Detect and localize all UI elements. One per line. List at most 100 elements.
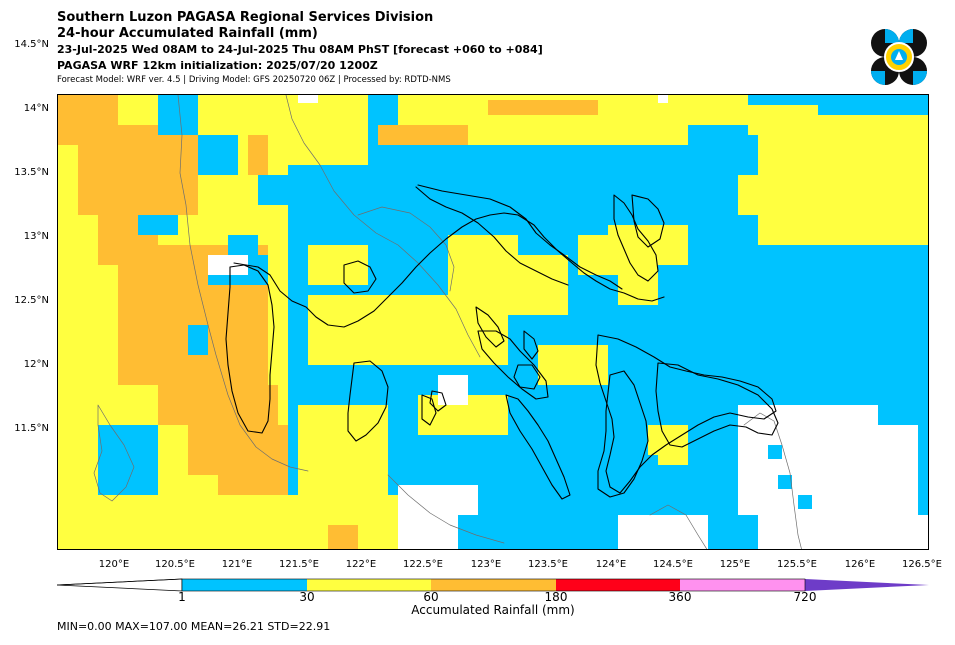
minor-coastline bbox=[357, 206, 455, 292]
coastline-marinduque bbox=[343, 260, 377, 294]
rain-region-moderate bbox=[308, 245, 368, 285]
colorbar-extend bbox=[805, 579, 929, 591]
rain-region-moderate bbox=[288, 95, 368, 165]
rain-region-light bbox=[138, 215, 178, 235]
colorbar-tick: 1 bbox=[178, 590, 186, 604]
coastline-mindoro bbox=[225, 264, 275, 434]
rain-region-heavy bbox=[258, 425, 288, 475]
rain-region-light bbox=[198, 135, 238, 175]
lat-label: 14°N bbox=[23, 103, 49, 114]
forecast-period: 23-Jul-2025 Wed 08AM to 24-Jul-2025 Thu … bbox=[57, 43, 543, 56]
colorbar-segment bbox=[182, 579, 307, 591]
colorbar-segment bbox=[680, 579, 805, 591]
lat-label: 13.5°N bbox=[14, 167, 49, 178]
pagasa-logo bbox=[869, 27, 929, 87]
lat-label: 13°N bbox=[23, 231, 49, 242]
lat-label: 14.5°N bbox=[14, 39, 49, 50]
rain-region-heavy bbox=[78, 125, 198, 215]
model-info: Forecast Model: WRF ver. 4.5 | Driving M… bbox=[57, 75, 451, 85]
minor-coastline bbox=[285, 95, 481, 358]
rain-region-light bbox=[258, 175, 318, 205]
coastline-ticao bbox=[523, 330, 539, 360]
rain-region-none bbox=[658, 525, 698, 549]
rainfall-map bbox=[57, 94, 929, 550]
lat-label: 11.5°N bbox=[14, 423, 49, 434]
lon-label: 126°E bbox=[844, 559, 876, 570]
rain-region-heavy bbox=[338, 535, 358, 549]
rain-region-none bbox=[298, 95, 318, 103]
rain-region-heavy bbox=[488, 100, 598, 115]
coastline-bicol bbox=[417, 184, 623, 290]
coastline-eastern-samar bbox=[655, 362, 779, 448]
rain-region-none bbox=[208, 255, 248, 275]
minor-coastline bbox=[177, 95, 309, 472]
coastline-panay bbox=[347, 360, 389, 442]
model-initialization: PAGASA WRF 12km initialization: 2025/07/… bbox=[57, 59, 378, 72]
lon-label: 121.5°E bbox=[279, 559, 319, 570]
rain-region-moderate bbox=[688, 95, 748, 125]
lon-label: 125°E bbox=[719, 559, 751, 570]
lon-label: 120°E bbox=[98, 559, 130, 570]
minor-coastline bbox=[93, 404, 135, 502]
rain-region-none bbox=[438, 375, 468, 405]
rain-region-moderate bbox=[508, 255, 568, 315]
lon-label: 126.5°E bbox=[902, 559, 942, 570]
rain-region-moderate bbox=[608, 225, 688, 265]
rain-region-moderate bbox=[58, 495, 348, 549]
coastline-cebu-north bbox=[505, 394, 571, 500]
rain-region-moderate bbox=[658, 445, 688, 465]
colorbar-label: Accumulated Rainfall (mm) bbox=[411, 603, 575, 617]
rain-region-moderate bbox=[618, 265, 658, 305]
map-title: Southern Luzon PAGASA Regional Services … bbox=[57, 10, 434, 25]
rain-region-moderate bbox=[308, 295, 508, 365]
lon-label: 123°E bbox=[470, 559, 502, 570]
colorbar-segment bbox=[307, 579, 431, 591]
rain-region-heavy bbox=[378, 125, 468, 145]
coastline-masbate bbox=[477, 330, 549, 400]
coastline-burias bbox=[475, 306, 505, 348]
colorbar-tick: 60 bbox=[423, 590, 439, 604]
coastline-romblon bbox=[429, 390, 447, 412]
rain-region-none bbox=[848, 515, 928, 549]
lon-label: 123.5°E bbox=[528, 559, 568, 570]
minor-coastline bbox=[743, 412, 802, 549]
coastline-catanduanes bbox=[631, 194, 665, 248]
rain-region-heavy bbox=[248, 135, 268, 175]
colorbar-tick: 30 bbox=[299, 590, 315, 604]
rain-region-moderate bbox=[448, 235, 518, 295]
colorbar-tick: 720 bbox=[793, 590, 817, 604]
lon-label: 124.5°E bbox=[653, 559, 693, 570]
coastline-bicol-north bbox=[415, 186, 569, 286]
coastline-samar bbox=[595, 334, 777, 494]
statistics: MIN=0.00 MAX=107.00 MEAN=26.21 STD=22.91 bbox=[57, 620, 331, 633]
colorbar-segment bbox=[431, 579, 556, 591]
rain-region-light bbox=[768, 445, 782, 459]
rain-region-moderate bbox=[888, 155, 928, 215]
rain-region-light bbox=[798, 495, 812, 509]
colorbar-tick: 180 bbox=[544, 590, 568, 604]
lon-label: 121°E bbox=[221, 559, 253, 570]
rain-region-light bbox=[778, 475, 792, 489]
lat-label: 12.5°N bbox=[14, 295, 49, 306]
lon-label: 120.5°E bbox=[155, 559, 195, 570]
rain-region-moderate bbox=[538, 345, 608, 385]
coastline-leyte bbox=[597, 370, 649, 498]
map-subtitle: 24-hour Accumulated Rainfall (mm) bbox=[57, 26, 318, 41]
lat-label: 12°N bbox=[23, 359, 49, 370]
colorbar bbox=[56, 577, 929, 592]
lon-label: 125.5°E bbox=[777, 559, 817, 570]
rain-region-moderate bbox=[738, 175, 778, 215]
rain-region-light bbox=[158, 95, 198, 135]
rain-region-light bbox=[188, 325, 208, 355]
rain-region-none bbox=[658, 95, 668, 103]
coastline-caramoan bbox=[613, 194, 659, 282]
colorbar-tick: 360 bbox=[668, 590, 692, 604]
lon-label: 122°E bbox=[345, 559, 377, 570]
minor-coastline bbox=[649, 504, 708, 549]
coastline-sibuyan bbox=[513, 364, 541, 390]
rain-region-none bbox=[428, 485, 478, 515]
minor-coastline bbox=[387, 474, 505, 544]
coastline-luzon-main bbox=[233, 212, 665, 328]
lon-label: 122.5°E bbox=[403, 559, 443, 570]
lon-label: 124°E bbox=[595, 559, 627, 570]
